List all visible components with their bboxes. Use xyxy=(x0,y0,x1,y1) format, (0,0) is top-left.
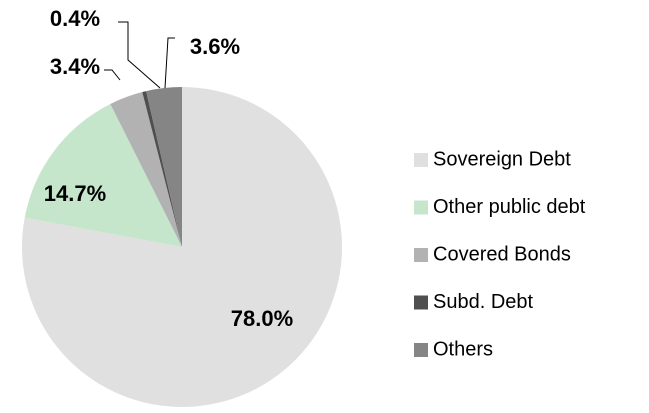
pie-slice xyxy=(146,87,182,247)
legend-swatch xyxy=(414,153,428,167)
legend-swatch xyxy=(414,248,428,262)
pie-slice xyxy=(21,87,343,407)
legend-label: Other public debt xyxy=(433,196,586,218)
legend-swatch xyxy=(414,200,428,215)
pie-slice xyxy=(24,103,183,248)
data-label: 3.4% xyxy=(50,54,100,79)
leader-line xyxy=(164,37,175,89)
legend-label: Others xyxy=(433,338,493,360)
leader-line xyxy=(104,69,121,81)
data-label: 0.4% xyxy=(50,6,100,31)
legend-label: Subd. Debt xyxy=(433,291,534,313)
leader-line xyxy=(118,21,161,89)
pie-slice xyxy=(110,92,182,247)
pie-slice xyxy=(142,91,182,247)
legend-label: Sovereign Debt xyxy=(433,148,571,170)
legend-label: Covered Bonds xyxy=(433,243,571,265)
legend-swatch xyxy=(414,343,428,357)
data-label: 78.0% xyxy=(231,306,293,331)
data-label: 3.6% xyxy=(190,34,240,59)
legend-swatch xyxy=(414,295,428,310)
data-label: 14.7% xyxy=(44,181,106,206)
